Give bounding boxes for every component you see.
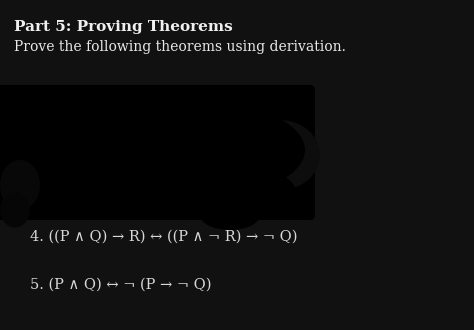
Ellipse shape — [200, 200, 260, 230]
Ellipse shape — [0, 192, 30, 227]
Text: 4. ((P ∧ Q) → R) ↔ ((P ∧ ¬ R) → ¬ Q): 4. ((P ∧ Q) → R) ↔ ((P ∧ ¬ R) → ¬ Q) — [30, 230, 298, 244]
Ellipse shape — [240, 120, 320, 190]
Ellipse shape — [0, 160, 40, 210]
Text: 5. (P ∧ Q) ↔ ¬ (P → ¬ Q): 5. (P ∧ Q) ↔ ¬ (P → ¬ Q) — [30, 278, 211, 292]
Ellipse shape — [95, 160, 295, 220]
Text: Part 5: Proving Theorems: Part 5: Proving Theorems — [14, 20, 233, 34]
Ellipse shape — [2, 90, 57, 180]
Text: Prove the following theorems using derivation.: Prove the following theorems using deriv… — [14, 40, 346, 54]
Ellipse shape — [25, 95, 305, 205]
FancyBboxPatch shape — [0, 85, 315, 220]
